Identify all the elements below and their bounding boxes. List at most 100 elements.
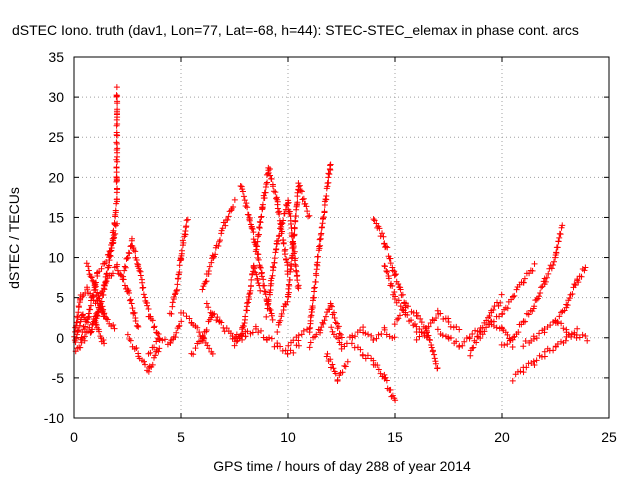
data-point <box>545 270 552 277</box>
data-point <box>182 228 189 235</box>
data-point <box>147 349 154 356</box>
data-point <box>501 342 508 349</box>
data-point <box>133 345 140 352</box>
data-point <box>317 327 324 334</box>
data-point <box>322 196 329 203</box>
data-point <box>394 316 401 323</box>
data-point <box>159 337 166 344</box>
data-point <box>75 309 82 316</box>
data-point <box>248 223 255 230</box>
series-arc <box>306 300 345 351</box>
x-tick-label: 10 <box>280 429 296 445</box>
data-point <box>341 343 348 350</box>
data-point <box>529 308 536 315</box>
data-point <box>568 333 575 340</box>
series-arc <box>391 300 441 372</box>
data-point <box>509 344 516 351</box>
data-point <box>257 219 264 226</box>
data-point <box>493 324 500 331</box>
y-tick-label: -10 <box>44 410 64 426</box>
data-point <box>85 310 92 317</box>
data-point <box>94 313 101 320</box>
data-point <box>230 203 237 210</box>
data-point <box>145 305 152 312</box>
y-tick-label: 15 <box>48 209 64 225</box>
data-point <box>327 356 334 363</box>
data-point <box>216 238 223 245</box>
data-point <box>144 302 151 309</box>
data-point <box>327 161 334 168</box>
data-point <box>268 335 275 342</box>
data-point <box>556 234 563 241</box>
data-point <box>434 364 441 371</box>
data-point <box>327 300 334 307</box>
data-point <box>107 252 114 259</box>
data-point <box>91 280 98 287</box>
data-point <box>92 321 99 328</box>
data-point <box>334 376 341 383</box>
data-point <box>521 275 528 282</box>
data-point <box>260 276 267 283</box>
data-point <box>389 283 396 290</box>
data-point <box>533 335 540 342</box>
data-point <box>413 309 420 316</box>
data-point <box>108 245 115 252</box>
data-point <box>244 204 251 211</box>
series-arc <box>323 350 351 384</box>
data-point <box>278 310 285 317</box>
data-point <box>248 276 255 283</box>
data-point <box>463 334 470 341</box>
data-point <box>433 314 440 321</box>
data-point <box>112 207 119 214</box>
data-point <box>292 218 299 225</box>
data-point <box>245 211 252 218</box>
data-point <box>267 306 274 313</box>
data-point <box>175 323 182 330</box>
data-point <box>504 331 511 338</box>
data-point <box>110 237 117 244</box>
data-point <box>280 217 287 224</box>
data-point <box>571 329 578 336</box>
data-point <box>270 264 277 271</box>
data-point <box>263 313 270 320</box>
data-point <box>210 254 217 261</box>
data-point <box>246 217 253 224</box>
data-point <box>78 334 85 341</box>
data-point <box>75 327 82 334</box>
data-point <box>381 326 388 333</box>
data-point <box>212 251 219 258</box>
data-point <box>127 337 134 344</box>
data-point <box>98 265 105 272</box>
data-point <box>300 327 307 334</box>
data-point <box>274 198 281 205</box>
data-point <box>273 195 280 202</box>
data-point <box>84 284 91 291</box>
data-point <box>96 305 103 312</box>
data-point <box>134 322 141 329</box>
data-point <box>174 281 181 288</box>
data-point <box>380 233 387 240</box>
data-point <box>385 275 392 282</box>
data-point <box>113 139 120 146</box>
data-point <box>100 336 107 343</box>
data-point <box>391 288 398 295</box>
data-point <box>276 232 283 239</box>
data-point <box>77 344 84 351</box>
data-point <box>250 236 257 243</box>
data-point <box>275 237 282 244</box>
data-point <box>365 331 372 338</box>
data-point <box>414 312 421 319</box>
data-point <box>101 260 108 267</box>
data-point <box>509 336 516 343</box>
data-point <box>495 302 502 309</box>
data-point <box>530 305 537 312</box>
data-point <box>172 334 179 341</box>
data-point <box>294 189 301 196</box>
data-point <box>312 278 319 285</box>
data-point <box>273 246 280 253</box>
data-point <box>286 282 293 289</box>
data-point <box>325 170 332 177</box>
data-point <box>338 334 345 341</box>
data-point <box>445 315 452 322</box>
data-point <box>368 332 375 339</box>
